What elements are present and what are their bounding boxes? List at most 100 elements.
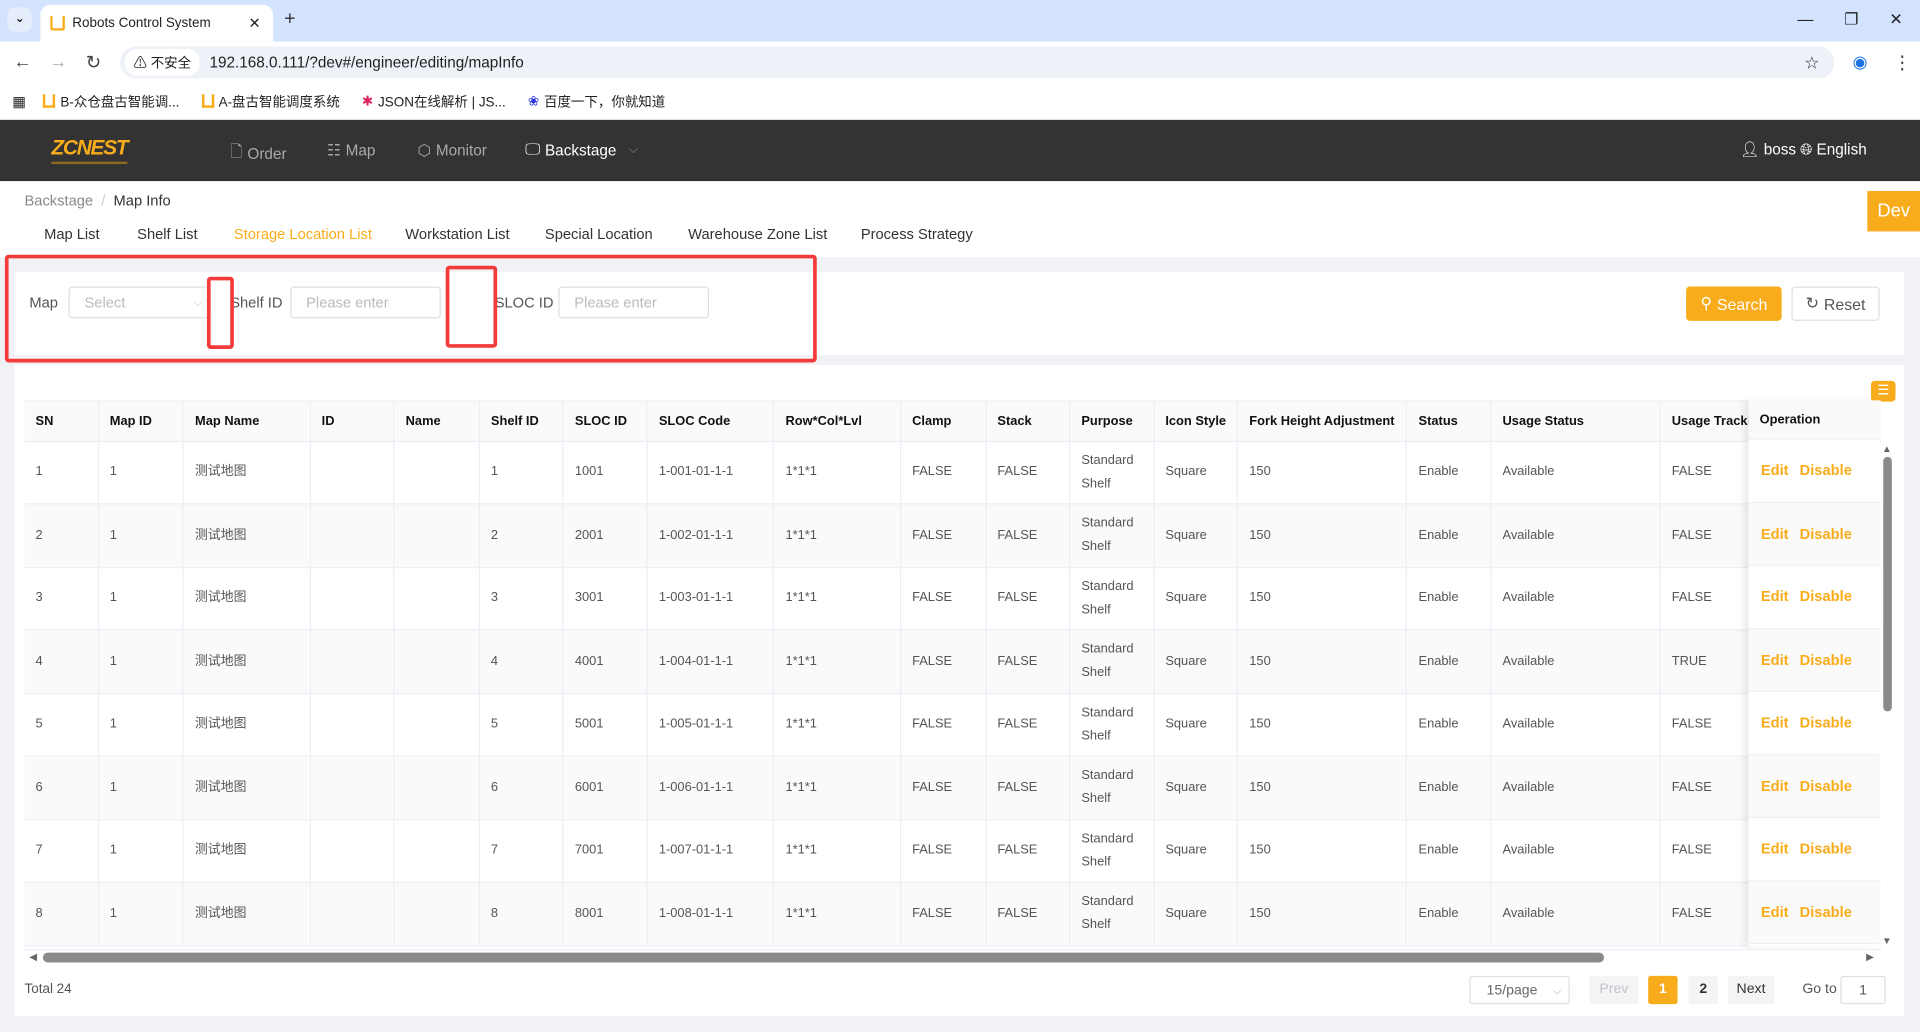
- new-tab-button[interactable]: +: [284, 8, 296, 30]
- menu-map[interactable]: ☷ Map: [327, 141, 375, 159]
- menu-monitor[interactable]: ⬡ Monitor: [418, 141, 487, 159]
- table-cell: 3001: [563, 566, 648, 631]
- tab-warehouse-zone-list[interactable]: Warehouse Zone List: [688, 225, 828, 243]
- breadcrumb-parent[interactable]: Backstage: [24, 192, 94, 210]
- table-cell: 测试地图: [183, 693, 311, 757]
- table-cell: 7: [479, 819, 564, 883]
- table-cell: [310, 756, 395, 820]
- restore-icon[interactable]: ❐: [1844, 9, 1859, 29]
- dev-badge[interactable]: Dev: [1867, 191, 1920, 232]
- language-switch[interactable]: 🌐︎ English: [1800, 141, 1867, 159]
- bookmark-item[interactable]: ✱ JSON在线解析 | JS...: [362, 91, 506, 111]
- horizontal-scroll-thumb[interactable]: [42, 952, 1605, 963]
- disable-link[interactable]: Disable: [1799, 461, 1852, 480]
- column-header: Clamp: [900, 401, 987, 442]
- address-bar[interactable]: ⚠ 不安全 192.168.0.111/?dev#/engineer/editi…: [120, 46, 1835, 79]
- browser-menu-icon[interactable]: ⋮: [1893, 52, 1912, 74]
- table-cell: Standard Shelf: [1069, 630, 1155, 694]
- tab-workstation-list[interactable]: Workstation List: [405, 225, 510, 243]
- close-tab-icon[interactable]: ✕: [248, 14, 261, 32]
- disable-link[interactable]: Disable: [1799, 777, 1852, 795]
- page-size-select[interactable]: 15/page ⌵: [1469, 975, 1570, 1005]
- vertical-scroll-thumb[interactable]: [1883, 456, 1892, 712]
- page-1-button[interactable]: 1: [1648, 975, 1678, 1005]
- table-cell: Standard Shelf: [1069, 440, 1155, 505]
- chevron-down-icon: ⌵: [628, 143, 638, 157]
- prev-page-button[interactable]: Prev: [1589, 975, 1639, 1005]
- bookmark-item[interactable]: A-盘古智能调度系统: [201, 91, 340, 111]
- apps-grid-icon[interactable]: ▦: [12, 92, 27, 110]
- disable-link[interactable]: Disable: [1799, 903, 1852, 921]
- column-header: Status: [1406, 401, 1492, 442]
- close-window-icon[interactable]: ✕: [1889, 9, 1903, 29]
- table-cell: Square: [1153, 819, 1239, 883]
- forward-icon[interactable]: →: [48, 51, 68, 73]
- disable-link[interactable]: Disable: [1799, 651, 1852, 669]
- map-select[interactable]: Select ⌵: [68, 286, 211, 319]
- operation-cell: Edit Disable: [1748, 440, 1880, 503]
- table-cell: Enable: [1406, 440, 1492, 505]
- user-menu[interactable]: 👤︎ boss: [1740, 141, 1796, 159]
- shelf-id-input[interactable]: Please enter: [290, 286, 441, 319]
- bookmark-icon: [43, 94, 56, 108]
- disable-link[interactable]: Disable: [1799, 840, 1852, 858]
- scroll-up-icon[interactable]: ▲: [1882, 443, 1892, 455]
- tab-title: Robots Control System: [72, 15, 211, 31]
- edit-link[interactable]: Edit: [1760, 588, 1789, 606]
- table-cell: Square: [1153, 566, 1239, 631]
- table-cell: Square: [1153, 630, 1239, 694]
- table-cell: 4: [479, 630, 564, 694]
- minimize-icon[interactable]: —: [1797, 9, 1814, 29]
- tab-shelf-list[interactable]: Shelf List: [137, 225, 198, 243]
- browser-tab[interactable]: Robots Control System ✕: [40, 4, 274, 42]
- bookmark-star-icon[interactable]: ☆: [1804, 52, 1820, 72]
- table-cell: [310, 630, 395, 694]
- edit-link[interactable]: Edit: [1760, 714, 1789, 732]
- tab-map-list[interactable]: Map List: [44, 225, 100, 243]
- edit-link[interactable]: Edit: [1760, 525, 1789, 543]
- scroll-down-icon[interactable]: ▼: [1882, 935, 1892, 947]
- table-cell: Available: [1490, 882, 1661, 946]
- tab-special-location[interactable]: Special Location: [544, 225, 653, 243]
- search-button[interactable]: ⚲ Search: [1686, 286, 1782, 321]
- menu-order[interactable]: 🗋 Order: [230, 141, 286, 167]
- sloc-id-input[interactable]: Please enter: [558, 286, 709, 319]
- column-settings-icon[interactable]: ☰: [1871, 380, 1896, 402]
- page-2-button[interactable]: 2: [1688, 975, 1718, 1005]
- table-cell: 4: [24, 630, 99, 694]
- tab-storage-location-list[interactable]: Storage Location List: [233, 225, 372, 243]
- scroll-left-icon[interactable]: ◀: [29, 951, 37, 963]
- goto-page-input[interactable]: 1: [1840, 975, 1886, 1005]
- browser-tab-bar: [0, 0, 1920, 42]
- back-icon[interactable]: ←: [13, 51, 32, 73]
- tab-search-dropdown[interactable]: ⌄: [7, 7, 32, 32]
- bookmark-item[interactable]: B-众仓盘古智能调...: [43, 91, 179, 111]
- disable-link[interactable]: Disable: [1799, 714, 1852, 732]
- insecure-badge[interactable]: ⚠ 不安全: [124, 48, 200, 76]
- bookmark-item[interactable]: ❀ 百度一下，你就知道: [528, 91, 665, 111]
- bookmark-label: JSON在线解析 | JS...: [378, 94, 506, 110]
- column-header: Map ID: [98, 401, 185, 442]
- edit-link[interactable]: Edit: [1760, 903, 1789, 921]
- profile-icon[interactable]: ◉: [1852, 51, 1868, 72]
- column-header: ID: [310, 401, 395, 442]
- table-cell: 1: [98, 756, 185, 820]
- table-cell: 1*1*1: [773, 756, 902, 820]
- tab-process-strategy[interactable]: Process Strategy: [860, 225, 973, 243]
- menu-backstage[interactable]: 🖵 Backstage ⌵: [525, 141, 638, 159]
- reload-icon[interactable]: ↻: [85, 52, 102, 74]
- table-cell: 1001: [563, 440, 648, 505]
- zcnest-logo[interactable]: ZCNEST: [51, 136, 129, 165]
- edit-link[interactable]: Edit: [1760, 651, 1789, 669]
- disable-link[interactable]: Disable: [1799, 588, 1852, 606]
- edit-link[interactable]: Edit: [1760, 777, 1789, 795]
- next-page-button[interactable]: Next: [1727, 975, 1775, 1005]
- table-row: 5 1 测试地图 5 5001 1-005-01-1-1 1*1*1 FALSE FALSE St…: [24, 693, 1881, 757]
- edit-link[interactable]: Edit: [1760, 461, 1789, 480]
- scroll-right-icon[interactable]: ▶: [1866, 951, 1874, 963]
- reset-button[interactable]: ↻ Reset: [1791, 286, 1880, 321]
- edit-link[interactable]: Edit: [1760, 840, 1789, 858]
- menu-label: Monitor: [435, 141, 487, 159]
- disable-link[interactable]: Disable: [1799, 525, 1852, 543]
- map-select-placeholder: Select: [84, 293, 126, 312]
